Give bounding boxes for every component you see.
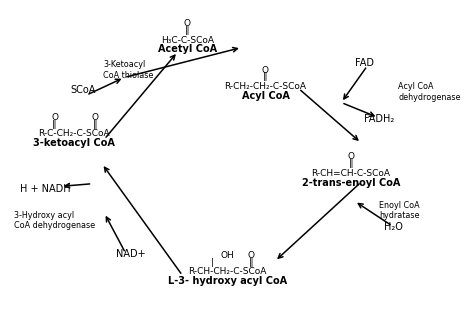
Text: ‖: ‖ bbox=[185, 26, 190, 34]
Text: |: | bbox=[211, 259, 214, 267]
Text: O: O bbox=[91, 113, 98, 122]
Text: R-C-CH₂-C-SCoA: R-C-CH₂-C-SCoA bbox=[37, 129, 109, 138]
Text: OH: OH bbox=[220, 251, 235, 260]
Text: ‖: ‖ bbox=[249, 258, 254, 267]
Text: O: O bbox=[262, 66, 269, 74]
Text: ‖: ‖ bbox=[348, 159, 353, 168]
Text: O: O bbox=[248, 251, 255, 260]
Text: 3-Hydroxy acyl
CoA dehydrogenase: 3-Hydroxy acyl CoA dehydrogenase bbox=[14, 211, 95, 230]
Text: SCoA: SCoA bbox=[70, 85, 96, 95]
Text: NAD+: NAD+ bbox=[116, 249, 145, 259]
Text: 3-Ketoacyl
CoA thiolase: 3-Ketoacyl CoA thiolase bbox=[103, 60, 154, 80]
Text: ‖: ‖ bbox=[92, 120, 97, 129]
Text: O: O bbox=[347, 153, 354, 161]
Text: H + NADH: H + NADH bbox=[20, 184, 70, 194]
Text: Enoyl CoA
hydratase: Enoyl CoA hydratase bbox=[379, 201, 420, 220]
Text: FAD: FAD bbox=[356, 58, 374, 68]
Text: L-3- hydroxy acyl CoA: L-3- hydroxy acyl CoA bbox=[168, 276, 287, 286]
Text: ‖: ‖ bbox=[263, 72, 268, 81]
Text: Acetyl CoA: Acetyl CoA bbox=[158, 44, 217, 54]
Text: Acyl CoA
dehydrogenase: Acyl CoA dehydrogenase bbox=[398, 82, 461, 102]
Text: 3-ketoacyl CoA: 3-ketoacyl CoA bbox=[33, 138, 114, 148]
Text: R-CH-CH₂-C-SCoA: R-CH-CH₂-C-SCoA bbox=[188, 267, 267, 276]
Text: H₂O: H₂O bbox=[384, 222, 403, 232]
Text: FADH₂: FADH₂ bbox=[364, 114, 394, 124]
Text: R-CH₂-CH₂-C-SCoA: R-CH₂-CH₂-C-SCoA bbox=[225, 82, 306, 91]
Text: O: O bbox=[51, 113, 58, 122]
Text: R-CH=CH-C-SCoA: R-CH=CH-C-SCoA bbox=[311, 169, 390, 177]
Text: H₃C-C-SCoA: H₃C-C-SCoA bbox=[161, 36, 214, 44]
Text: O: O bbox=[184, 19, 191, 28]
Text: ‖: ‖ bbox=[52, 120, 57, 129]
Text: Acyl CoA: Acyl CoA bbox=[241, 91, 290, 101]
Text: 2-trans-enoyl CoA: 2-trans-enoyl CoA bbox=[301, 178, 400, 188]
